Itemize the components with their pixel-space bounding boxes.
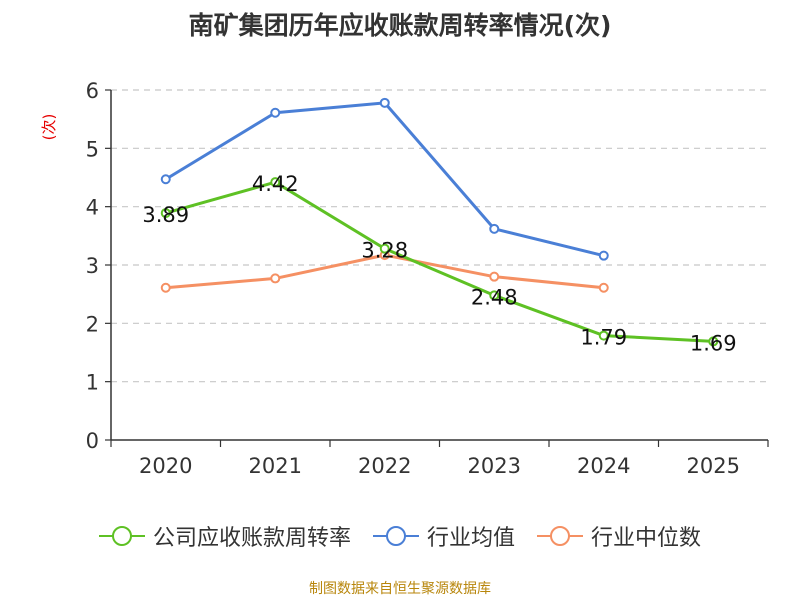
point-s0-2025: [708, 336, 719, 347]
point-s2-2024: [598, 282, 609, 293]
data-label-2020: 3.89: [142, 203, 189, 227]
point-s1-2024: [598, 250, 609, 261]
legend-label-industry-mean: 行业均值: [426, 526, 515, 551]
point-s1-2023: [489, 223, 500, 234]
point-s2-2020: [160, 282, 171, 293]
x-tick-label-2021: 2021: [249, 454, 302, 478]
data-label-2023: 2.48: [471, 285, 518, 309]
x-tick-label-2025: 2025: [687, 454, 740, 478]
axes: 0 1 2 3 4 5 6 2020 2021 2022 2023 2024 2025: [86, 79, 769, 478]
legend-swatch-company: [98, 526, 145, 546]
point-s2-2021: [270, 273, 281, 284]
legend-swatch-industry-median: [537, 526, 583, 546]
y-tick-label-5: 5: [86, 137, 99, 161]
x-tick-label-2020: 2020: [139, 454, 192, 478]
x-tick-label-2024: 2024: [577, 454, 630, 478]
point-s0-2024: [598, 330, 609, 341]
point-s0-2022: [379, 243, 390, 254]
point-s1-2022: [379, 97, 390, 108]
legend: 公司应收账款周转率 行业均值 行业中位数: [0, 520, 800, 552]
y-tick-label-2: 2: [86, 312, 99, 336]
series-line-1: [164, 101, 605, 258]
series-line-0: [165, 180, 714, 343]
legend-item-company[interactable]: 公司应收账款周转率: [98, 520, 351, 552]
series-layer: [160, 97, 719, 347]
y-tick-label-0: 0: [86, 429, 99, 453]
point-s1-2021: [270, 107, 281, 118]
legend-label-industry-median: 行业中位数: [591, 526, 702, 551]
y-tick-label-1: 1: [86, 371, 99, 395]
legend-swatch-industry-mean: [372, 526, 419, 546]
legend-item-industry-median[interactable]: 行业中位数: [537, 520, 701, 552]
y-tick-label-3: 3: [86, 254, 99, 278]
x-tick-label-2023: 2023: [468, 454, 521, 478]
y-tick-label-4: 4: [86, 196, 99, 220]
data-label-2021: 4.42: [252, 172, 299, 196]
point-s0-2020: [160, 208, 171, 219]
data-label-2024: 1.79: [580, 326, 627, 350]
point-s1-2020: [160, 174, 171, 185]
legend-label-company: 公司应收账款周转率: [152, 526, 351, 551]
legend-item-industry-mean[interactable]: 行业均值: [372, 520, 515, 552]
data-label-2025: 1.69: [690, 331, 737, 355]
data-source-note: 制图数据来自恒生聚源数据库: [309, 581, 491, 597]
y-tick-label-6: 6: [86, 79, 99, 103]
point-s0-2021: [270, 177, 281, 188]
chart-title: 南矿集团历年应收账款周转率情况(次): [188, 11, 612, 40]
data-label-2022: 3.28: [361, 239, 408, 263]
x-tick-label-2022: 2022: [358, 454, 411, 478]
point-s2-2023: [489, 271, 500, 282]
data-labels-layer: 3.89 4.42 3.28 2.48 1.79 1.69: [142, 172, 736, 355]
point-s0-2023: [489, 290, 500, 301]
